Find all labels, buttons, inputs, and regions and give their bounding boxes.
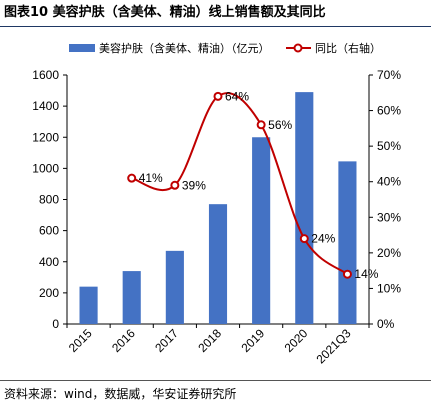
x-tick-label: 2017: [152, 326, 181, 355]
bar: [208, 204, 228, 324]
growth-data-label: 24%: [311, 232, 335, 246]
growth-point: [342, 269, 352, 279]
bar-series: [79, 92, 357, 325]
y-left-tick-label: 1600: [32, 68, 59, 82]
x-tick-label: 2020: [282, 326, 311, 355]
x-tick-label: 2018: [195, 326, 224, 355]
y-left-tick-label: 1400: [32, 99, 59, 113]
y-left-tick-label: 1000: [32, 161, 59, 175]
bar: [295, 92, 314, 325]
y-left-tick-label: 0: [52, 317, 59, 331]
y-left-tick-label: 800: [39, 193, 59, 207]
y-right-tick-label: 50%: [377, 139, 401, 153]
combo-chart: 美容护肤（含美体、精油）（亿元） 同比（右轴） 0 200 400 600 800 100…: [32, 41, 401, 366]
y-left-tick-label: 200: [39, 286, 59, 300]
bar: [122, 271, 141, 324]
x-tick-label: 2016: [109, 326, 138, 355]
growth-line: [131, 92, 349, 276]
y-right-tick-label: 10%: [377, 281, 401, 295]
y-right-tick-label: 20%: [377, 246, 401, 260]
y-right-tick-label: 70%: [377, 68, 401, 82]
bar: [79, 286, 98, 324]
growth-point: [170, 180, 180, 190]
growth-data-label: 56%: [268, 118, 292, 132]
x-tick-label: 2015: [66, 326, 95, 355]
growth-data-label: 39%: [182, 178, 206, 192]
x-tick-label: 2021Q3: [313, 326, 353, 366]
data-labels: 41% 39% 64% 56% 24% 14%: [139, 89, 379, 281]
x-tick-label: 2019: [238, 326, 267, 355]
chart-legend: 美容护肤（含美体、精油）（亿元） 同比（右轴）: [69, 41, 381, 55]
y-right-tick-label: 40%: [377, 175, 401, 189]
growth-line-series: [127, 91, 352, 279]
legend-bar-label: 美容护肤（含美体、精油）（亿元）: [99, 41, 270, 55]
growth-point: [127, 173, 137, 183]
bar: [338, 161, 357, 324]
bar: [165, 250, 184, 324]
growth-data-label: 14%: [354, 267, 378, 281]
growth-data-label: 41%: [139, 171, 163, 185]
y-left-tick-label: 400: [39, 255, 59, 269]
bar: [252, 137, 271, 324]
title-divider: [0, 26, 431, 27]
growth-point: [213, 91, 223, 101]
y-right-tick-label: 0%: [377, 317, 395, 331]
source-note: 资料来源：wind，数据威，华安证券研究所: [4, 387, 237, 401]
y-left-tick-label: 1200: [32, 130, 59, 144]
chart-title: 图表10 美容护肤（含美体、精油）线上销售额及其同比: [4, 5, 326, 20]
y-left-tick-label: 600: [39, 224, 59, 238]
y-right-tick-label: 60%: [377, 104, 401, 118]
legend-bar-swatch: [69, 44, 95, 52]
growth-point: [299, 234, 309, 244]
growth-data-label: 64%: [225, 89, 249, 103]
y-right-tick-label: 30%: [377, 210, 401, 224]
source-divider: [0, 380, 431, 381]
legend-line-marker: [293, 43, 303, 53]
growth-point: [256, 120, 266, 130]
legend-line-label: 同比（右轴）: [315, 41, 381, 55]
